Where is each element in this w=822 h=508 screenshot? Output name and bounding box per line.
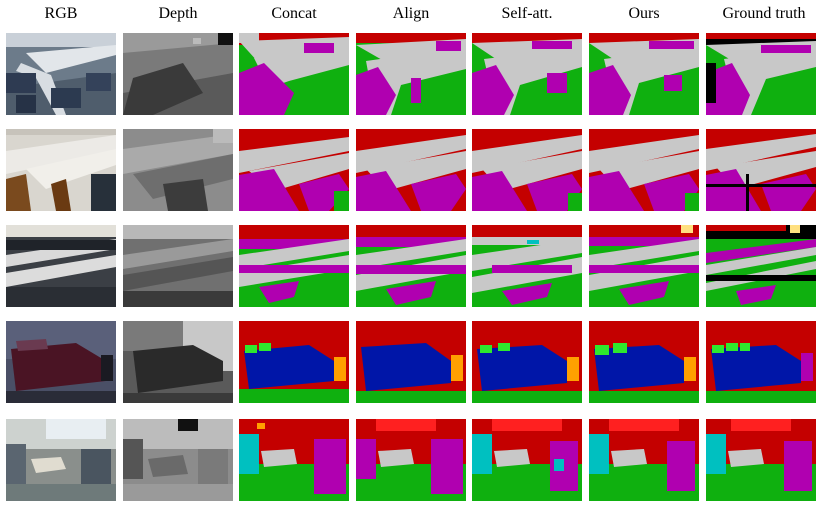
row5-depth-image — [123, 419, 233, 501]
row4-align-segmentation — [356, 321, 466, 403]
row3-concat-segmentation — [239, 225, 349, 307]
row5-ours-segmentation — [589, 419, 699, 501]
row1-self-att-segmentation — [472, 33, 582, 115]
row1-ground-truth-segmentation — [706, 33, 816, 115]
row4-concat-segmentation — [239, 321, 349, 403]
row5-ground-truth-segmentation — [706, 419, 816, 501]
row4-ours-segmentation — [589, 321, 699, 403]
column-header-depth: Depth — [158, 5, 198, 22]
row1-concat-segmentation — [239, 33, 349, 115]
column-header-ground-truth: Ground truth — [722, 5, 806, 22]
row4-depth-image — [123, 321, 233, 403]
row4-ground-truth-segmentation — [706, 321, 816, 403]
column-header-self-att: Self-att. — [501, 5, 553, 22]
row2-ground-truth-segmentation — [706, 129, 816, 211]
row3-ground-truth-segmentation — [706, 225, 816, 307]
row2-rgb-image — [6, 129, 116, 211]
row4-rgb-image — [6, 321, 116, 403]
row5-align-segmentation — [356, 419, 466, 501]
column-header-rgb: RGB — [44, 5, 78, 22]
row2-ours-segmentation — [589, 129, 699, 211]
row1-align-segmentation — [356, 33, 466, 115]
row1-depth-image — [123, 33, 233, 115]
row3-ours-segmentation — [589, 225, 699, 307]
column-header-align: Align — [392, 5, 430, 22]
row3-depth-image — [123, 225, 233, 307]
column-header-concat: Concat — [271, 5, 317, 22]
row2-align-segmentation — [356, 129, 466, 211]
row4-self-att-segmentation — [472, 321, 582, 403]
row3-rgb-image — [6, 225, 116, 307]
row5-rgb-image — [6, 419, 116, 501]
column-header-ours: Ours — [628, 5, 660, 22]
row3-self-att-segmentation — [472, 225, 582, 307]
row5-self-att-segmentation — [472, 419, 582, 501]
row1-rgb-image — [6, 33, 116, 115]
row1-ours-segmentation — [589, 33, 699, 115]
row2-depth-image — [123, 129, 233, 211]
row2-concat-segmentation — [239, 129, 349, 211]
row5-concat-segmentation — [239, 419, 349, 501]
row3-align-segmentation — [356, 225, 466, 307]
row2-self-att-segmentation — [472, 129, 582, 211]
